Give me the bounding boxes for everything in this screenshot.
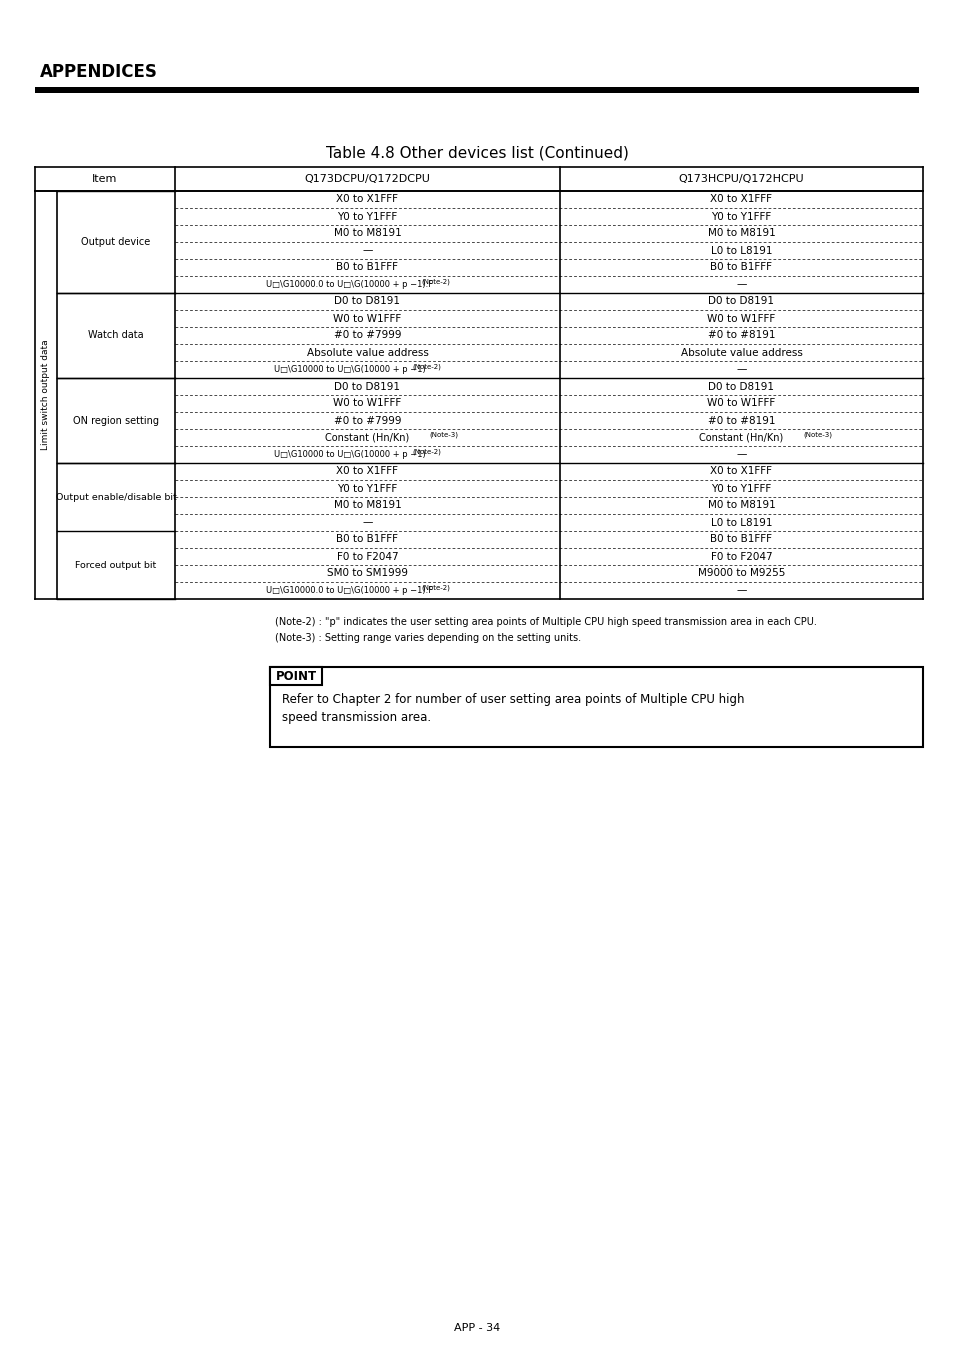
Text: M9000 to M9255: M9000 to M9255 [697, 568, 784, 579]
Text: D0 to D8191: D0 to D8191 [708, 297, 774, 306]
Text: —: — [736, 450, 746, 459]
Text: U□\G10000.0 to U□\G(10000 + p −1).F: U□\G10000.0 to U□\G(10000 + p −1).F [266, 586, 433, 595]
Text: D0 to D8191: D0 to D8191 [708, 382, 774, 391]
Text: (Note-2) : "p" indicates the user setting area points of Multiple CPU high speed: (Note-2) : "p" indicates the user settin… [274, 617, 816, 626]
Text: POINT: POINT [275, 670, 316, 683]
Text: Constant (Hn/Kn): Constant (Hn/Kn) [699, 432, 782, 443]
Text: #0 to #7999: #0 to #7999 [334, 416, 401, 425]
Text: M0 to M8191: M0 to M8191 [334, 501, 401, 510]
Text: U□\G10000 to U□\G(10000 + p −1): U□\G10000 to U□\G(10000 + p −1) [274, 364, 425, 374]
Text: (Note-2): (Note-2) [420, 585, 449, 591]
Text: —: — [736, 364, 746, 374]
Text: —: — [736, 279, 746, 289]
Text: APPENDICES: APPENDICES [40, 63, 157, 81]
Text: X0 to X1FFF: X0 to X1FFF [710, 467, 772, 477]
Text: Limit switch output data: Limit switch output data [42, 340, 51, 451]
Text: #0 to #8191: #0 to #8191 [707, 416, 775, 425]
Text: —: — [362, 246, 373, 255]
Text: APP - 34: APP - 34 [454, 1323, 499, 1332]
Bar [270, 667, 322, 684]
Text: (Note-2): (Note-2) [413, 448, 441, 455]
Text: —: — [362, 517, 373, 528]
Text: Absolute value address: Absolute value address [306, 347, 428, 358]
Text: D0 to D8191: D0 to D8191 [335, 297, 400, 306]
Text: L0 to L8191: L0 to L8191 [710, 517, 771, 528]
Text: Constant (Hn/Kn): Constant (Hn/Kn) [325, 432, 409, 443]
Text: L0 to L8191: L0 to L8191 [710, 246, 771, 255]
Text: W0 to W1FFF: W0 to W1FFF [706, 313, 775, 324]
Text: (Note-3): (Note-3) [429, 431, 458, 437]
Text: Forced output bit: Forced output bit [75, 560, 156, 570]
Text: #0 to #8191: #0 to #8191 [707, 331, 775, 340]
Text: D0 to D8191: D0 to D8191 [335, 382, 400, 391]
Text: B0 to B1FFF: B0 to B1FFF [336, 535, 398, 544]
Text: U□\G10000 to U□\G(10000 + p −1): U□\G10000 to U□\G(10000 + p −1) [274, 450, 425, 459]
Text: (Note-3) : Setting range varies depending on the setting units.: (Note-3) : Setting range varies dependin… [274, 633, 580, 643]
Text: Absolute value address: Absolute value address [679, 347, 801, 358]
Text: X0 to X1FFF: X0 to X1FFF [710, 194, 772, 204]
Text: #0 to #7999: #0 to #7999 [334, 331, 401, 340]
Text: SM0 to SM1999: SM0 to SM1999 [327, 568, 408, 579]
Text: Item: Item [92, 174, 117, 184]
Text: Y0 to Y1FFF: Y0 to Y1FFF [337, 212, 397, 221]
Text: —: — [736, 586, 746, 595]
Text: (Note-2): (Note-2) [420, 278, 449, 285]
Bar [35, 86, 918, 93]
Text: Refer to Chapter 2 for number of user setting area points of Multiple CPU high: Refer to Chapter 2 for number of user se… [282, 693, 743, 706]
Text: X0 to X1FFF: X0 to X1FFF [336, 194, 398, 204]
Text: Y0 to Y1FFF: Y0 to Y1FFF [337, 483, 397, 494]
Text: M0 to M8191: M0 to M8191 [707, 501, 775, 510]
Text: B0 to B1FFF: B0 to B1FFF [710, 262, 772, 273]
Text: Y0 to Y1FFF: Y0 to Y1FFF [711, 483, 771, 494]
Text: (Note-3): (Note-3) [802, 431, 832, 437]
Text: F0 to F2047: F0 to F2047 [710, 552, 772, 562]
Text: speed transmission area.: speed transmission area. [282, 710, 431, 724]
Text: Watch data: Watch data [88, 331, 144, 340]
Text: (Note-2): (Note-2) [413, 363, 441, 370]
Text: M0 to M8191: M0 to M8191 [334, 228, 401, 239]
Text: Table 4.8 Other devices list (Continued): Table 4.8 Other devices list (Continued) [325, 146, 628, 161]
Text: M0 to M8191: M0 to M8191 [707, 228, 775, 239]
Text: Q173DCPU/Q172DCPU: Q173DCPU/Q172DCPU [304, 174, 430, 184]
Text: ON region setting: ON region setting [73, 416, 159, 425]
Text: Q173HCPU/Q172HCPU: Q173HCPU/Q172HCPU [678, 174, 803, 184]
Text: W0 to W1FFF: W0 to W1FFF [706, 398, 775, 409]
Text: U□\G10000.0 to U□\G(10000 + p −1).F: U□\G10000.0 to U□\G(10000 + p −1).F [266, 279, 433, 289]
Text: Output enable/disable bit: Output enable/disable bit [55, 493, 176, 501]
Text: B0 to B1FFF: B0 to B1FFF [336, 262, 398, 273]
Text: W0 to W1FFF: W0 to W1FFF [333, 398, 401, 409]
Text: Output device: Output device [81, 238, 151, 247]
Text: F0 to F2047: F0 to F2047 [336, 552, 398, 562]
Text: Y0 to Y1FFF: Y0 to Y1FFF [711, 212, 771, 221]
Text: B0 to B1FFF: B0 to B1FFF [710, 535, 772, 544]
Text: W0 to W1FFF: W0 to W1FFF [333, 313, 401, 324]
Text: X0 to X1FFF: X0 to X1FFF [336, 467, 398, 477]
Bar [270, 667, 923, 747]
